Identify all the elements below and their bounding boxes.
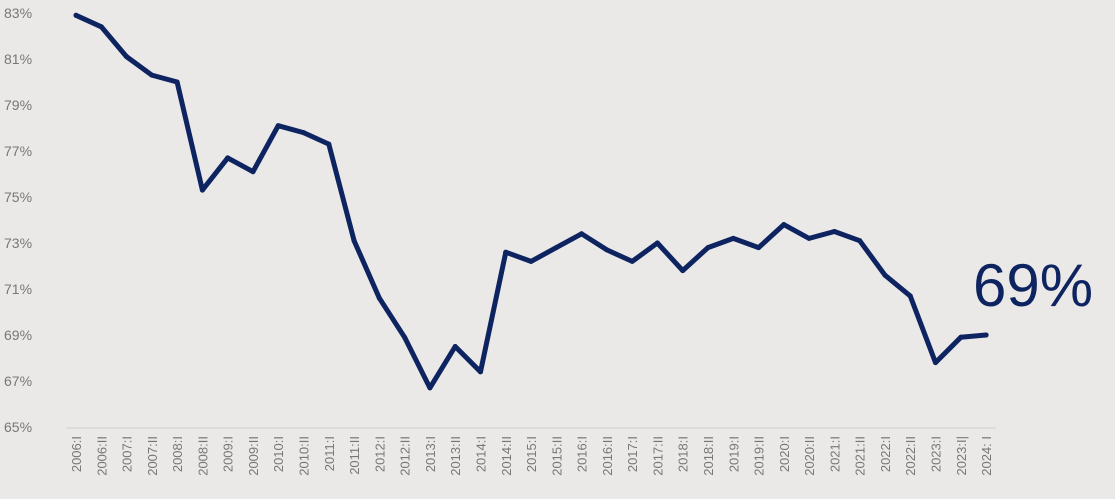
x-tick-label: 2021:II	[853, 436, 868, 476]
x-tick-label: 2016:II	[600, 436, 615, 476]
data-point	[907, 293, 913, 299]
data-point	[730, 235, 736, 241]
y-tick-label: 75%	[4, 189, 32, 205]
data-point	[376, 295, 382, 301]
data-point	[351, 238, 357, 244]
x-tick-label: 2012:II	[398, 436, 413, 476]
x-tick-label: 2009:I	[221, 436, 236, 472]
data-point	[174, 79, 180, 85]
x-tick-label: 2024: I	[979, 436, 994, 476]
x-tick-label: 2008:II	[195, 436, 210, 476]
x-tick-label: 2019:II	[752, 436, 767, 476]
x-tick-label: 2011:I	[322, 436, 337, 471]
data-point	[301, 130, 307, 136]
y-tick-label: 77%	[4, 143, 32, 159]
data-point	[806, 235, 812, 241]
data-point	[781, 222, 787, 228]
data-point	[629, 258, 635, 264]
x-tick-label: 2017:II	[650, 436, 665, 476]
data-point	[199, 187, 205, 193]
data-point	[933, 360, 939, 366]
x-tick-label: 2023:I|	[954, 436, 969, 476]
data-point	[604, 247, 610, 253]
x-tick-label: 2021:I	[827, 436, 842, 472]
data-point	[452, 344, 458, 349]
y-tick-label: 83%	[4, 5, 32, 21]
x-tick-label: 2010:II	[297, 436, 312, 476]
x-tick-label: 2013:I	[423, 436, 438, 472]
data-point	[402, 334, 408, 340]
x-tick-label: 2009:II	[246, 436, 261, 476]
data-point	[958, 334, 964, 340]
data-point	[149, 72, 155, 78]
x-tick-label: 2015:II	[549, 436, 564, 476]
y-tick-label: 81%	[4, 51, 32, 67]
x-tick-label: 2019:I	[726, 436, 741, 472]
data-point	[503, 249, 509, 255]
x-axis: 2006:I 2006:II 2007:I 2007:II 2008:I 2008:II 2…	[69, 436, 994, 476]
x-tick-label: 2008:I	[170, 436, 185, 472]
data-point	[705, 245, 711, 251]
data-point	[983, 332, 989, 338]
y-tick-label: 65%	[4, 419, 32, 435]
y-tick-label: 71%	[4, 281, 32, 297]
x-tick-label: 2014:I	[473, 436, 488, 472]
data-point	[124, 54, 130, 60]
x-tick-label: 2022:II	[903, 436, 918, 476]
data-point	[831, 229, 837, 234]
y-tick-label: 67%	[4, 373, 32, 389]
data-point	[225, 155, 231, 161]
x-tick-label: 2018:I	[676, 436, 691, 472]
data-point	[857, 238, 863, 244]
x-tick-label: 2012:I	[372, 436, 387, 472]
x-tick-label: 2022:I	[878, 436, 893, 472]
data-point	[326, 141, 332, 147]
data-point	[680, 268, 686, 274]
data-point	[553, 245, 559, 251]
x-tick-label: 2006:I	[69, 436, 84, 472]
x-tick-label: 2006:II	[94, 436, 109, 476]
x-tick-label: 2014:II	[499, 436, 514, 476]
y-tick-label: 69%	[4, 327, 32, 343]
y-tick-label: 79%	[4, 97, 32, 113]
x-tick-label: 2023:I	[929, 436, 944, 472]
series-line	[73, 12, 989, 391]
x-tick-label: 2017:I	[625, 436, 640, 472]
x-tick-label: 2015:I	[524, 436, 539, 472]
data-points	[73, 12, 989, 391]
x-tick-label: 2007:II	[145, 436, 160, 476]
x-tick-label: 2010:I	[271, 436, 286, 472]
y-axis: 65% 67% 69% 71% 73% 75% 77% 79% 81% 83%	[4, 5, 32, 435]
x-tick-label: 2020:I	[777, 436, 792, 472]
data-point	[427, 385, 433, 391]
data-point	[528, 258, 534, 264]
x-tick-label: 2007:I	[120, 436, 135, 472]
end-value-label: 69%	[973, 252, 1093, 319]
x-tick-label: 2018:II	[701, 436, 716, 476]
data-point	[756, 245, 762, 251]
data-point	[275, 123, 281, 129]
data-point	[73, 12, 79, 18]
data-point	[98, 24, 104, 30]
x-tick-label: 2016:I	[575, 436, 590, 472]
data-point	[579, 231, 585, 237]
data-point	[477, 369, 483, 375]
x-tick-label: 2020:II	[802, 436, 817, 476]
x-tick-label: 2013:II	[448, 436, 463, 476]
data-point	[882, 272, 888, 278]
y-tick-label: 73%	[4, 235, 32, 251]
data-point	[250, 169, 256, 175]
data-point	[654, 240, 660, 246]
x-tick-label: 2011:II	[347, 436, 362, 475]
